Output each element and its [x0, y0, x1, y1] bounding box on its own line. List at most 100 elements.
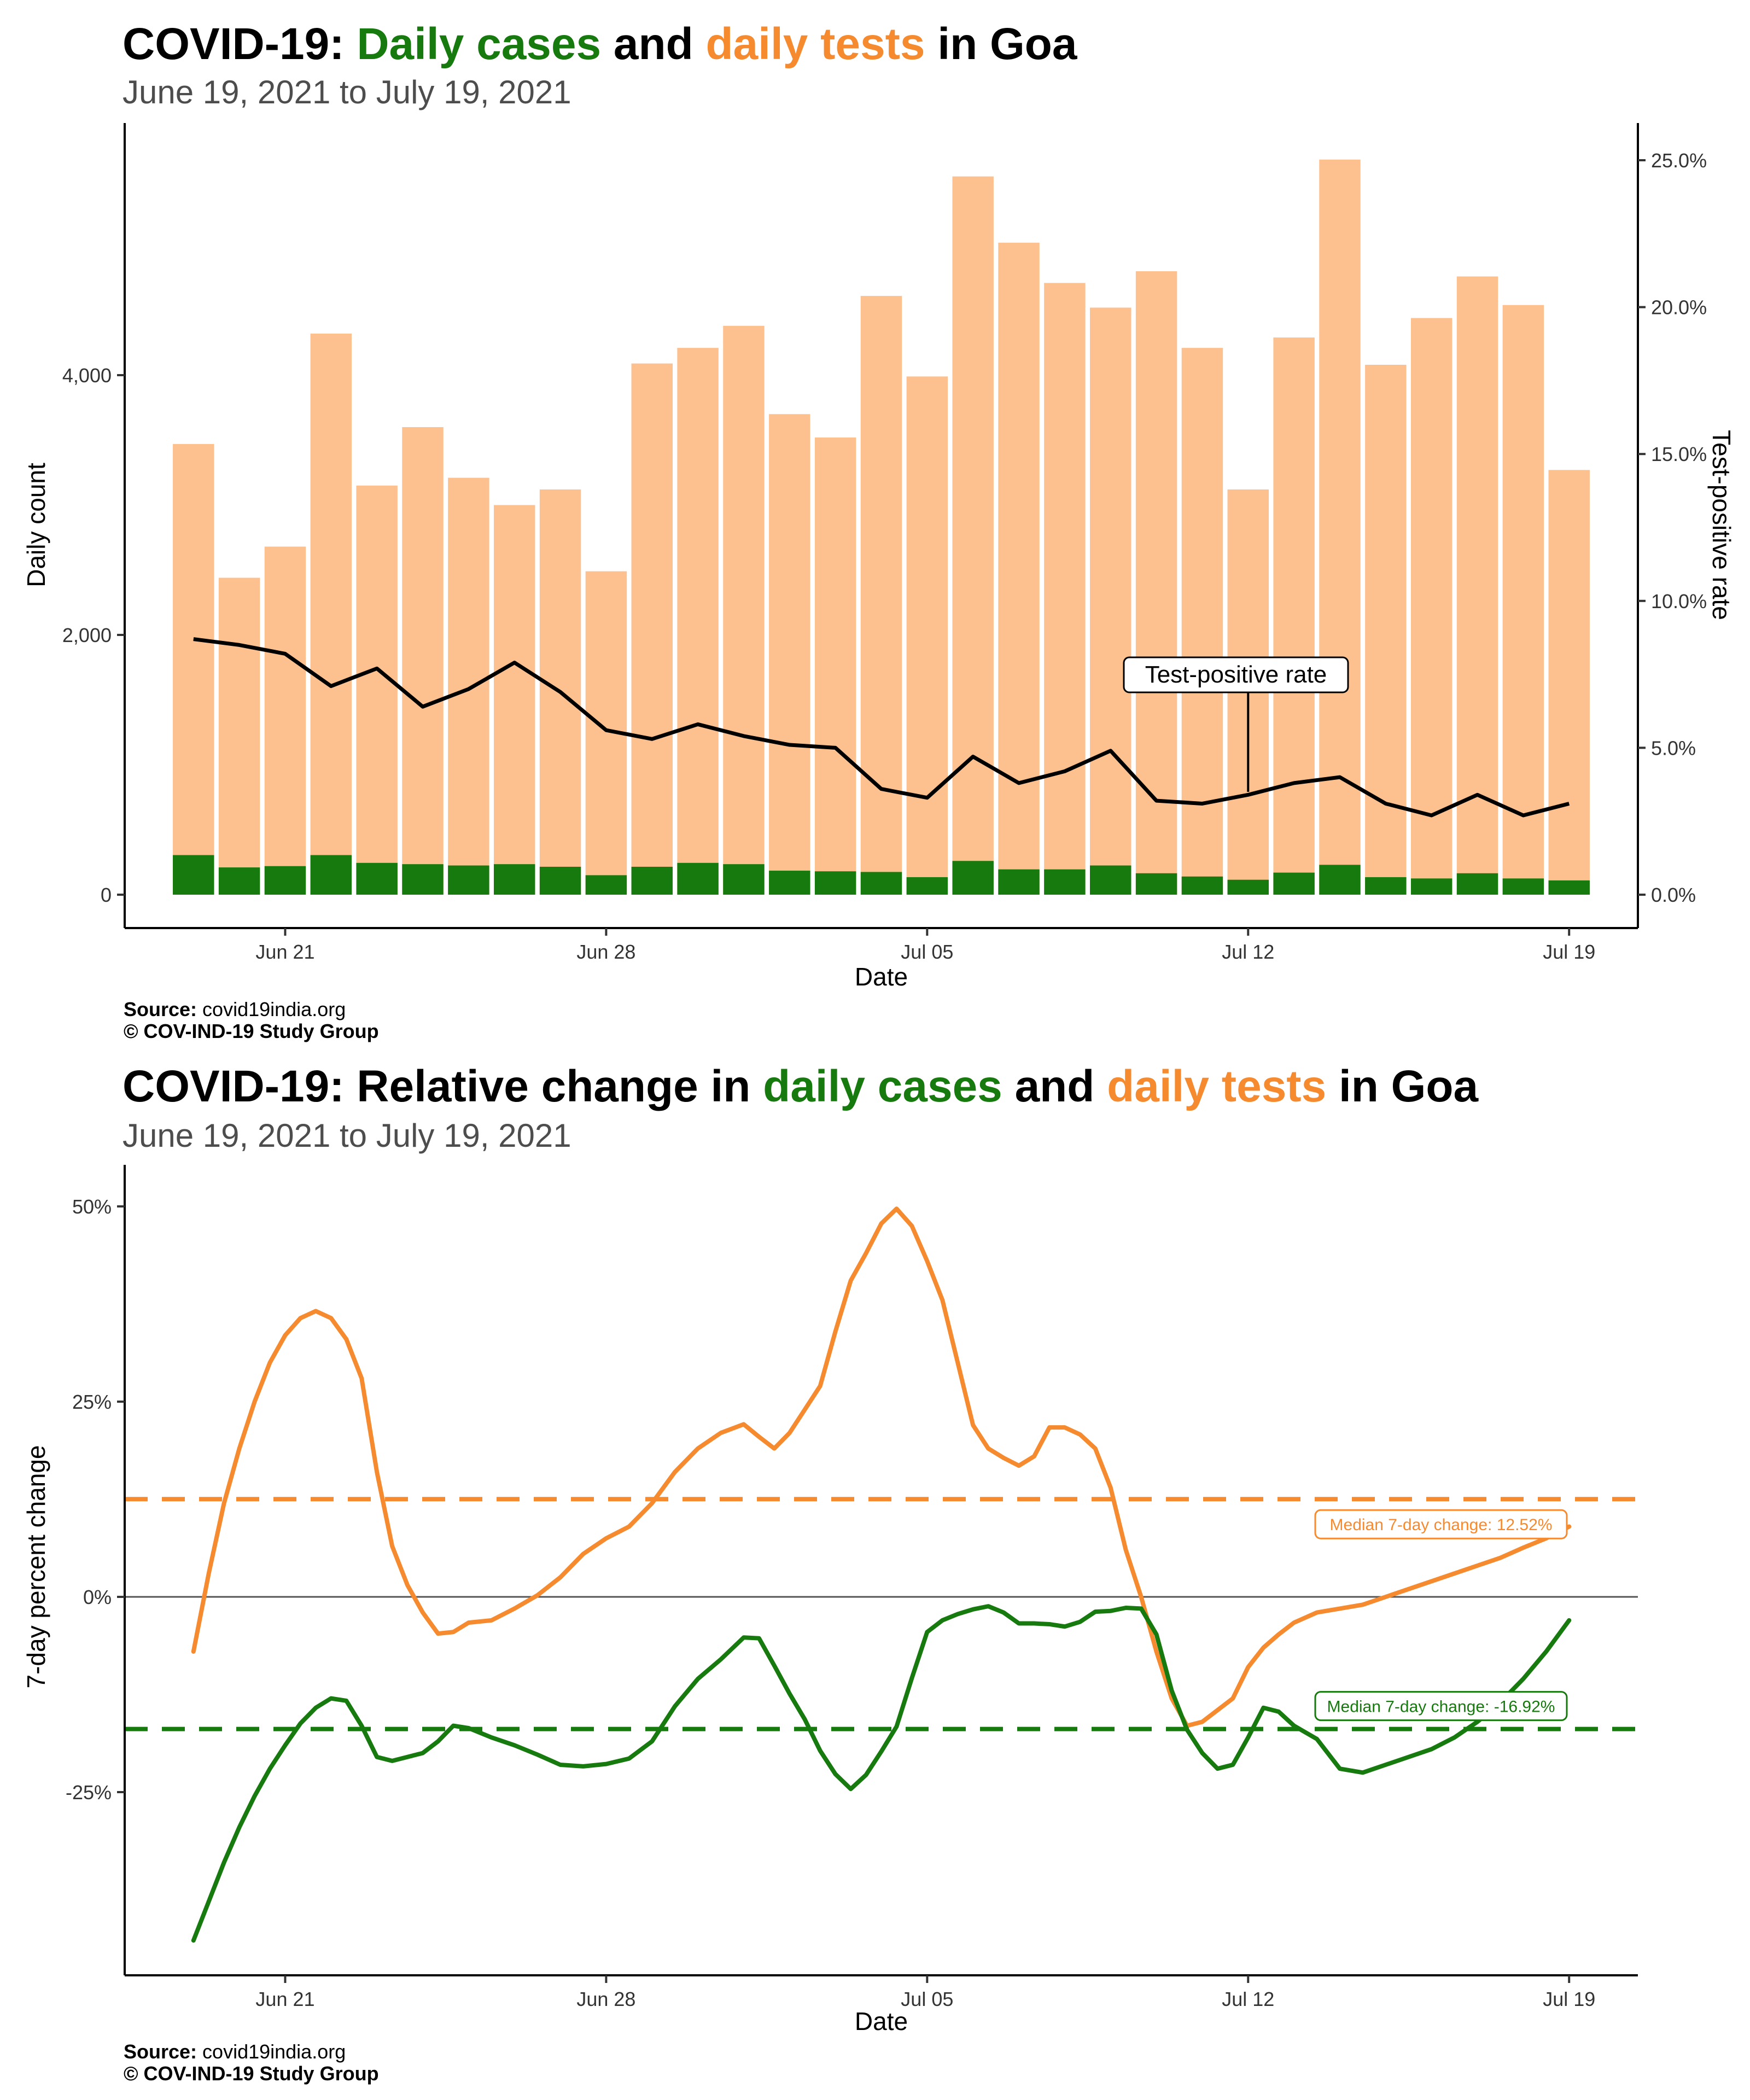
cases-bar [402, 864, 444, 895]
chart2-title-tests: daily tests [1107, 1061, 1327, 1111]
y-tick-label: 0% [83, 1586, 112, 1608]
median-label-box [1314, 1509, 1568, 1539]
tests-bar [1090, 307, 1131, 895]
tests-bar [1456, 276, 1498, 895]
cases-bar [218, 867, 260, 895]
cases-bar [1548, 880, 1590, 895]
tests-bar [310, 334, 352, 895]
tests-bar [998, 242, 1040, 895]
cases-bar [1181, 876, 1223, 895]
cases-bar [906, 877, 948, 895]
tests-change-line [191, 1206, 1572, 1728]
chart1-caption: Source: covid19india.org © COV-IND-19 St… [124, 999, 379, 1042]
cases-bar [493, 864, 535, 895]
chart1-title-prefix: COVID-19: [122, 19, 357, 69]
chart2-caption: Source: covid19india.org © COV-IND-19 St… [124, 2041, 379, 2085]
chart1-title: COVID-19: Daily cases and daily tests in… [122, 19, 1077, 70]
x-tick-label: Jun 28 [576, 941, 635, 963]
right-y-tick-label: 20.0% [1651, 296, 1707, 319]
chart2-title-and: and [1002, 1061, 1107, 1111]
cases-bar [860, 872, 902, 895]
x-tick-label: Jul 12 [1222, 1988, 1274, 2010]
test-positive-rate-line [193, 637, 1570, 818]
tests-bar [906, 376, 948, 895]
right-y-tick-label: 5.0% [1651, 737, 1696, 759]
chart1-title-tests: daily tests [705, 19, 925, 69]
chart2-caption-source-label: Source: [124, 2040, 197, 2063]
tests-bar [218, 578, 260, 895]
tests-bar [1502, 305, 1544, 895]
chart1-title-cases: Daily cases [357, 19, 602, 69]
x-tick-label: Jul 12 [1222, 941, 1274, 963]
cases-bar [1090, 865, 1131, 895]
chart2-caption-source: Source: covid19india.org [124, 2041, 379, 2063]
left-y-axis-title: Daily count [22, 463, 50, 587]
cases-bar [998, 869, 1040, 895]
x-axis-title: Date [855, 2007, 908, 2035]
tests-bar [769, 414, 810, 895]
right-y-tick-label: 15.0% [1651, 443, 1707, 465]
cases-bar [1227, 879, 1269, 895]
chart2-subtitle: June 19, 2021 to July 19, 2021 [122, 1117, 571, 1154]
x-tick-label: Jun 21 [255, 941, 314, 963]
chart1-caption-copyright-text: © COV-IND-19 Study Group [124, 1020, 379, 1042]
tests-bar [1135, 271, 1177, 895]
tests-bar [493, 505, 535, 895]
y-tick-label: 25% [72, 1391, 112, 1413]
tests-bar [1181, 348, 1223, 895]
tests-bar [173, 444, 214, 895]
chart1-plot: Test-positive rate 0 2,000 4,000 0.0% 5.0% 10.… [22, 123, 1736, 991]
chart1-caption-source: Source: covid19india.org [124, 999, 379, 1020]
tests-bar [814, 438, 856, 895]
cases-bar [585, 875, 627, 895]
annotation-label: Test-positive rate [1145, 661, 1327, 688]
right-y-tick-label: 25.0% [1651, 149, 1707, 172]
right-y-tick-label: 10.0% [1651, 590, 1707, 612]
chart2-title-prefix: COVID-19: Relative change in [122, 1061, 763, 1111]
cases-bar [677, 862, 719, 895]
cases-bar [1044, 869, 1086, 895]
cases-bar [1456, 873, 1498, 895]
cases-bar [1319, 865, 1361, 895]
cases-bar [723, 864, 765, 895]
tests-bar [1548, 470, 1590, 895]
cases-bar [310, 855, 352, 895]
chart2-caption-copyright-text: © COV-IND-19 Study Group [124, 2062, 379, 2085]
chart2-caption-copyright: © COV-IND-19 Study Group [124, 2063, 379, 2085]
cases-bar [264, 866, 306, 895]
tests-bar [1273, 337, 1315, 895]
x-tick-label: Jul 19 [1543, 1988, 1595, 2010]
annotation-label-box [1123, 656, 1349, 693]
chart1-subtitle: June 19, 2021 to July 19, 2021 [122, 74, 571, 110]
tests-bar [448, 477, 489, 895]
tests-bar [677, 348, 719, 895]
x-tick-label: Jul 05 [901, 941, 953, 963]
cases-bar [1135, 873, 1177, 895]
chart1-caption-source-text: covid19india.org [197, 998, 346, 1020]
chart2-title-cases: daily cases [763, 1061, 1002, 1111]
tests-bar [1319, 159, 1361, 895]
x-tick-label: Jul 19 [1543, 941, 1595, 963]
median-label: Median 7-day change: 12.52% [1330, 1516, 1553, 1534]
cases-bar [1365, 877, 1407, 895]
chart1-title-suffix: in Goa [925, 19, 1077, 69]
tests-bar [860, 296, 902, 895]
right-y-tick-label: 0.0% [1651, 884, 1696, 906]
cases-bar [448, 865, 489, 895]
tests-bar [1044, 283, 1086, 895]
x-tick-label: Jul 05 [901, 1988, 953, 2010]
cases-bar [769, 871, 810, 895]
cases-change-line [191, 1604, 1572, 1943]
cases-bar [356, 862, 398, 895]
tests-bar [1410, 318, 1452, 895]
chart2-title: COVID-19: Relative change in daily cases… [122, 1061, 1478, 1112]
y-tick-label: -25% [66, 1781, 112, 1804]
chart1-caption-copyright: © COV-IND-19 Study Group [124, 1020, 379, 1042]
median-label: Median 7-day change: -16.92% [1327, 1698, 1555, 1716]
left-y-tick-label: 2,000 [62, 624, 112, 646]
tests-bar [356, 485, 398, 895]
tests-bar [952, 176, 994, 895]
chart1-title-and: and [601, 19, 706, 69]
cases-bar [539, 866, 581, 895]
x-axis-title: Date [855, 962, 908, 991]
